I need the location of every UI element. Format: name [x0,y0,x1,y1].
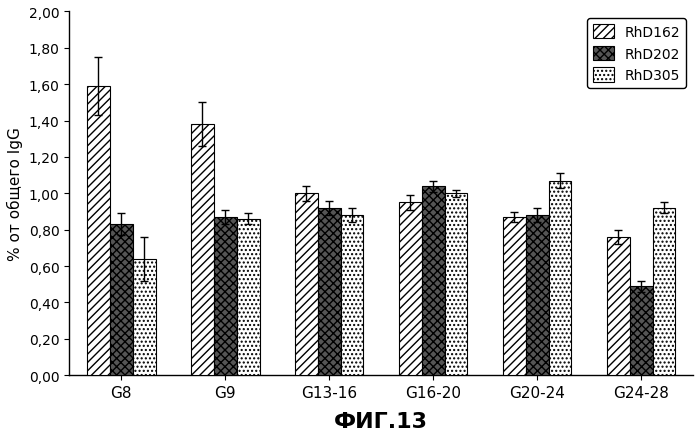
Bar [295,194,318,375]
Bar [237,219,260,375]
Bar [133,259,155,375]
Bar [652,208,676,375]
Bar [214,218,237,375]
X-axis label: ФИГ.13: ФИГ.13 [334,411,428,431]
Bar [444,194,468,375]
Bar [421,187,444,375]
Bar [87,87,110,375]
Bar [549,181,571,375]
Bar [318,208,341,375]
Bar [526,215,549,375]
Bar [341,215,363,375]
Bar [399,203,421,375]
Bar [191,125,214,375]
Bar [110,225,133,375]
Bar [503,218,526,375]
Y-axis label: % от общего IgG: % от общего IgG [7,127,23,261]
Legend: RhD162, RhD202, RhD305: RhD162, RhD202, RhD305 [587,19,686,88]
Bar [607,237,629,375]
Bar [629,286,652,375]
